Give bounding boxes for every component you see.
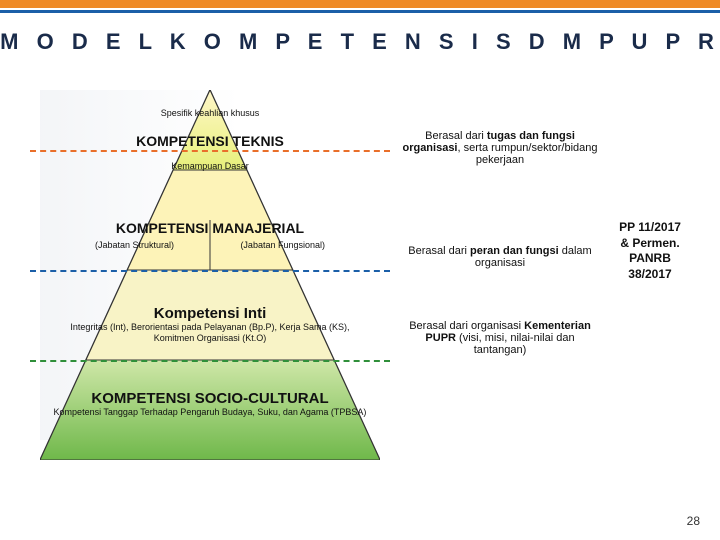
socio-title: KOMPETENSI SOCIO-CULTURAL [50,390,370,407]
dash-inti [30,360,390,362]
inti-subtitle: Integritas (Int), Berorientasi pada Pela… [60,322,360,345]
competency-pyramid: Spesifik keahlian khusus KOMPETENSI TEKN… [40,90,380,460]
layer-teknis: Spesifik keahlian khusus KOMPETENSI TEKN… [135,108,285,173]
diagram-stage: Spesifik keahlian khusus KOMPETENSI TEKN… [40,90,680,490]
socio-subtitle: Kompetensi Tanggap Terhadap Pengaruh Bud… [50,407,370,418]
teknis-top-label: Spesifik keahlian khusus [135,108,285,119]
top-accent-bar [0,0,720,8]
teknis-title: KOMPETENSI TEKNIS [135,133,285,149]
regulation-reference: PP 11/2017 & Permen. PANRB 38/2017 [615,220,685,282]
layer-manajerial: KOMPETENSI MANAJERIAL (Jabatan Struktura… [85,220,335,250]
manajerial-title: KOMPETENSI MANAJERIAL [85,220,335,236]
page-title: M O D E L K O M P E T E N S I S D M P U … [0,29,720,55]
manajerial-sub-left: (Jabatan Struktural) [95,240,174,250]
layer-inti: Kompetensi Inti Integritas (Int), Berori… [60,305,360,345]
dash-manajerial [30,270,390,272]
note-inti: Berasal dari organisasi Kementerian PUPR… [400,320,600,356]
note-teknis: Berasal dari tugas dan fungsi organisasi… [400,130,600,166]
sub-accent-bar [0,10,720,13]
dash-teknis [30,150,390,152]
layer-socio: KOMPETENSI SOCIO-CULTURAL Kompetensi Tan… [50,390,370,418]
teknis-bottom-label: Kemampuan Dasar [135,161,285,172]
inti-title: Kompetensi Inti [60,305,360,322]
note-manajerial: Berasal dari peran dan fungsi dalam orga… [400,245,600,269]
manajerial-sub-right: (Jabatan Fungsional) [240,240,325,250]
page-number: 28 [687,514,700,528]
